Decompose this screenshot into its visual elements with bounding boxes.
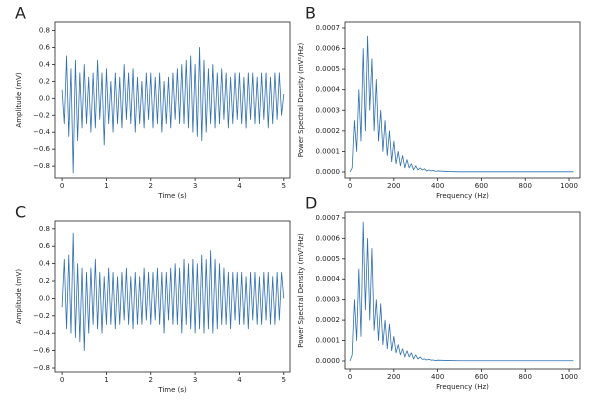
y-axis-label: Amplitude (mV) [15,72,23,127]
y-axis-label: Amplitude (mV) [15,269,23,324]
y-tick-label: 0.0 [39,94,50,102]
panel-label: C [15,203,26,222]
x-tick-label: 0 [60,182,64,190]
x-tick-label: 3 [193,182,197,190]
y-tick-label: 0.0001 [316,337,341,345]
x-tick-label: 200 [387,373,400,381]
x-tick-label: 1000 [560,182,578,190]
x-tick-label: 2 [149,182,153,190]
panel-label: D [305,194,317,213]
panel-label: B [305,4,316,23]
panel-label: A [15,4,26,23]
y-tick-label: 0.6 [39,242,51,250]
y-tick-label: 0.0005 [316,65,341,73]
axes-frame [344,211,581,370]
axes-frame [54,220,291,373]
x-tick-label: 4 [237,182,242,190]
x-axis-label: Frequency (Hz) [436,192,489,200]
signal-line [349,221,574,362]
y-tick-label: −0.6 [33,145,51,153]
y-tick-label: 0.0007 [316,24,341,32]
y-tick-label: 0.0005 [316,255,341,263]
x-tick-label: 1 [104,376,108,384]
x-tick-label: 1 [104,182,108,190]
y-tick-label: 0.2 [39,77,50,85]
y-tick-label: 0.0007 [316,214,341,222]
x-tick-label: 400 [431,182,444,190]
x-tick-label: 1000 [560,373,578,381]
y-tick-label: 0.0003 [316,296,341,304]
y-tick-label: 0.0002 [316,316,341,324]
x-tick-label: 800 [519,182,532,190]
x-tick-label: 0 [348,182,352,190]
y-tick-label: −0.2 [33,111,50,119]
y-tick-label: 0.0006 [316,234,341,242]
signal-line [61,47,285,174]
x-tick-label: 2 [149,376,153,384]
x-tick-label: 800 [519,373,532,381]
y-tick-label: −0.4 [33,128,51,136]
y-tick-label: −0.4 [33,329,51,337]
x-tick-label: 0 [60,376,64,384]
y-tick-label: 0.0001 [316,147,341,155]
y-axis-label: Power Spectral Density (mV²/Hz) [297,42,305,157]
y-tick-label: 0.8 [39,26,50,34]
y-tick-label: 0.8 [39,225,50,233]
x-tick-label: 4 [237,376,242,384]
x-tick-label: 5 [282,182,286,190]
y-tick-label: 0.0002 [316,127,341,135]
x-tick-label: 600 [475,373,488,381]
x-tick-label: 5 [282,376,286,384]
y-tick-label: 0.6 [39,43,51,51]
x-axis-label: Frequency (Hz) [436,383,489,391]
x-axis-label: Time (s) [157,192,187,200]
y-tick-label: 0.0000 [316,357,341,365]
x-tick-label: 400 [431,373,444,381]
x-tick-label: 0 [348,373,352,381]
y-tick-label: 0.0004 [316,275,341,283]
y-tick-label: 0.0000 [316,168,341,176]
x-tick-label: 3 [193,376,197,384]
y-tick-label: −0.8 [33,364,50,372]
x-tick-label: 600 [475,182,488,190]
x-axis-label: Time (s) [157,386,187,394]
y-tick-label: 0.0006 [316,45,341,53]
x-tick-label: 200 [387,182,400,190]
y-tick-label: 0.2 [39,277,50,285]
axes-frame [54,21,291,179]
y-tick-label: 0.4 [39,260,51,268]
y-axis-label: Power Spectral Density (mV²/Hz) [297,233,305,348]
y-tick-label: 0.4 [39,60,51,68]
axes-frame [344,21,581,179]
y-tick-label: 0.0003 [316,106,341,114]
y-tick-label: 0.0 [39,294,50,302]
y-tick-label: −0.2 [33,312,50,320]
y-tick-label: −0.8 [33,162,50,170]
y-tick-label: 0.0004 [316,86,341,94]
y-tick-label: −0.6 [33,347,51,355]
signal-line [349,35,574,173]
signal-line [61,232,285,351]
